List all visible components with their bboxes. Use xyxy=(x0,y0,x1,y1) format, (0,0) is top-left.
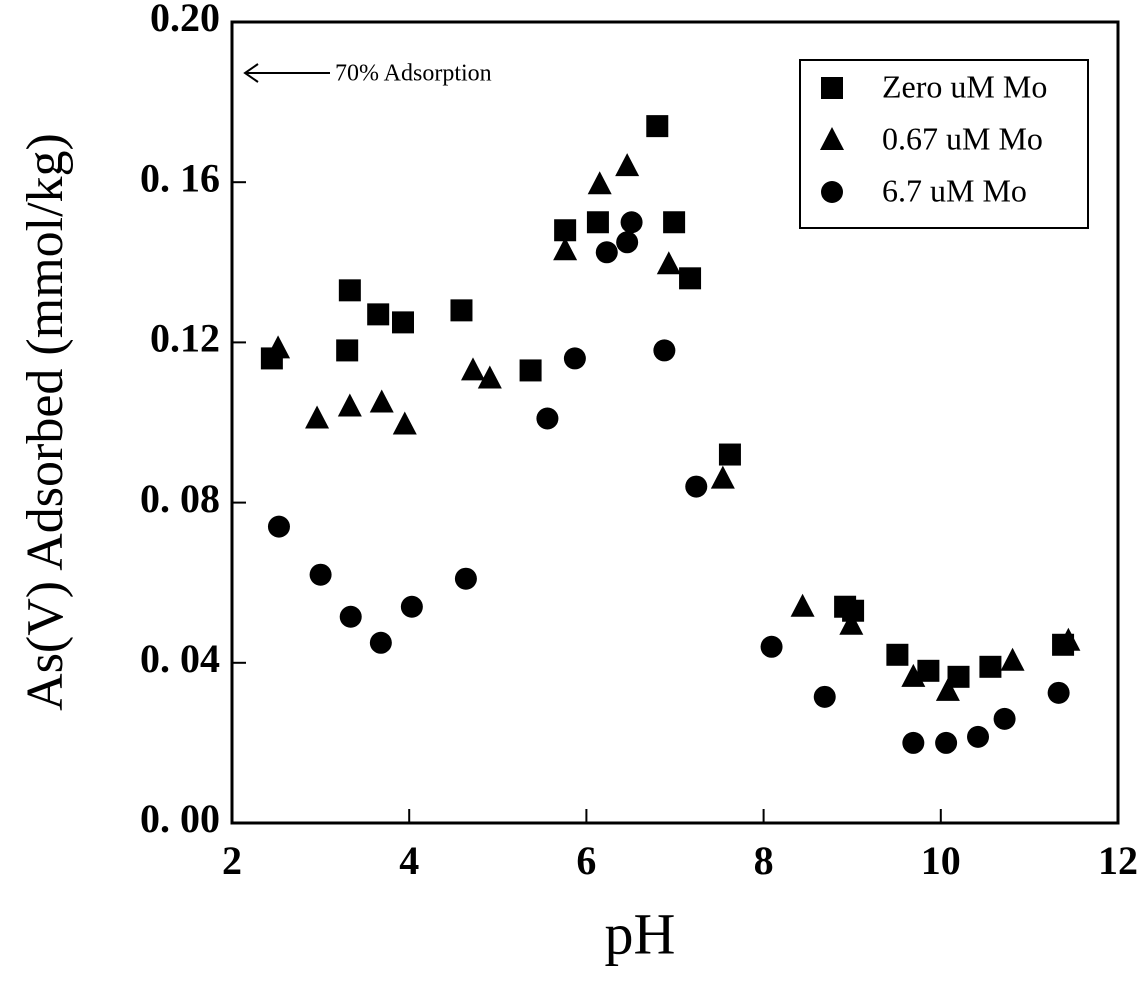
legend-marker xyxy=(821,77,843,99)
point xyxy=(653,339,676,362)
point xyxy=(586,211,609,234)
x-tick-label: 12 xyxy=(1098,838,1138,883)
point xyxy=(369,389,394,413)
x-tick-label: 8 xyxy=(754,838,774,883)
point xyxy=(338,279,361,302)
annotation-arrowhead xyxy=(243,63,259,83)
point xyxy=(587,171,612,195)
point xyxy=(616,231,639,254)
point xyxy=(718,443,741,466)
point xyxy=(477,365,502,389)
point xyxy=(339,605,362,628)
plot-frame xyxy=(230,20,1120,825)
point xyxy=(460,357,485,381)
point xyxy=(367,303,390,326)
point xyxy=(901,663,926,687)
point xyxy=(685,475,708,498)
point xyxy=(917,659,940,682)
point xyxy=(391,311,414,334)
y-tick-label: 0.12 xyxy=(150,316,220,361)
point xyxy=(309,563,332,586)
point xyxy=(450,299,473,322)
point xyxy=(935,677,960,701)
point xyxy=(656,251,681,275)
point xyxy=(519,359,542,382)
legend-marker xyxy=(820,127,844,150)
y-tick-label: 0. 00 xyxy=(140,796,220,841)
legend-label: 6.7 uM Mo xyxy=(882,172,1027,208)
point xyxy=(554,219,577,242)
point xyxy=(536,407,559,430)
point xyxy=(620,211,643,234)
y-tick-label: 0. 16 xyxy=(140,155,220,200)
point xyxy=(400,595,423,618)
point xyxy=(1056,627,1081,651)
x-tick-label: 4 xyxy=(399,838,419,883)
point xyxy=(979,655,1002,678)
point xyxy=(392,411,417,435)
x-tick-label: 2 xyxy=(222,838,242,883)
point xyxy=(935,731,958,754)
point xyxy=(902,731,925,754)
point xyxy=(760,635,783,658)
point xyxy=(790,593,815,617)
point xyxy=(553,237,578,261)
point xyxy=(842,599,865,622)
point xyxy=(336,339,359,362)
y-tick-label: 0. 08 xyxy=(140,476,220,521)
point xyxy=(1000,647,1025,671)
point xyxy=(266,335,291,359)
point xyxy=(886,643,909,666)
point xyxy=(947,665,970,688)
point xyxy=(267,515,290,538)
y-tick-label: 0.20 xyxy=(150,0,220,40)
point xyxy=(1047,681,1070,704)
point xyxy=(615,153,640,177)
x-axis-label: pH xyxy=(605,901,676,966)
point xyxy=(595,241,618,264)
point xyxy=(369,631,392,654)
point xyxy=(839,611,864,635)
point xyxy=(454,567,477,590)
point xyxy=(337,393,362,417)
x-tick-label: 6 xyxy=(576,838,596,883)
point xyxy=(663,211,686,234)
legend-box xyxy=(799,59,1089,229)
legend-label: Zero uM Mo xyxy=(882,68,1047,104)
point xyxy=(305,405,330,429)
point xyxy=(563,347,586,370)
legend-label: 0.67 uM Mo xyxy=(882,120,1043,156)
point xyxy=(710,465,735,489)
point xyxy=(967,725,990,748)
y-tick-label: 0. 04 xyxy=(140,636,220,681)
y-axis-label: As(V) Adsorbed (mmol/kg) xyxy=(17,133,74,711)
point xyxy=(993,707,1016,730)
point xyxy=(813,685,836,708)
annotation: 70% Adsorption xyxy=(335,61,492,87)
x-tick-label: 10 xyxy=(921,838,961,883)
legend-marker xyxy=(821,181,843,203)
point xyxy=(679,267,702,290)
point xyxy=(646,115,669,138)
